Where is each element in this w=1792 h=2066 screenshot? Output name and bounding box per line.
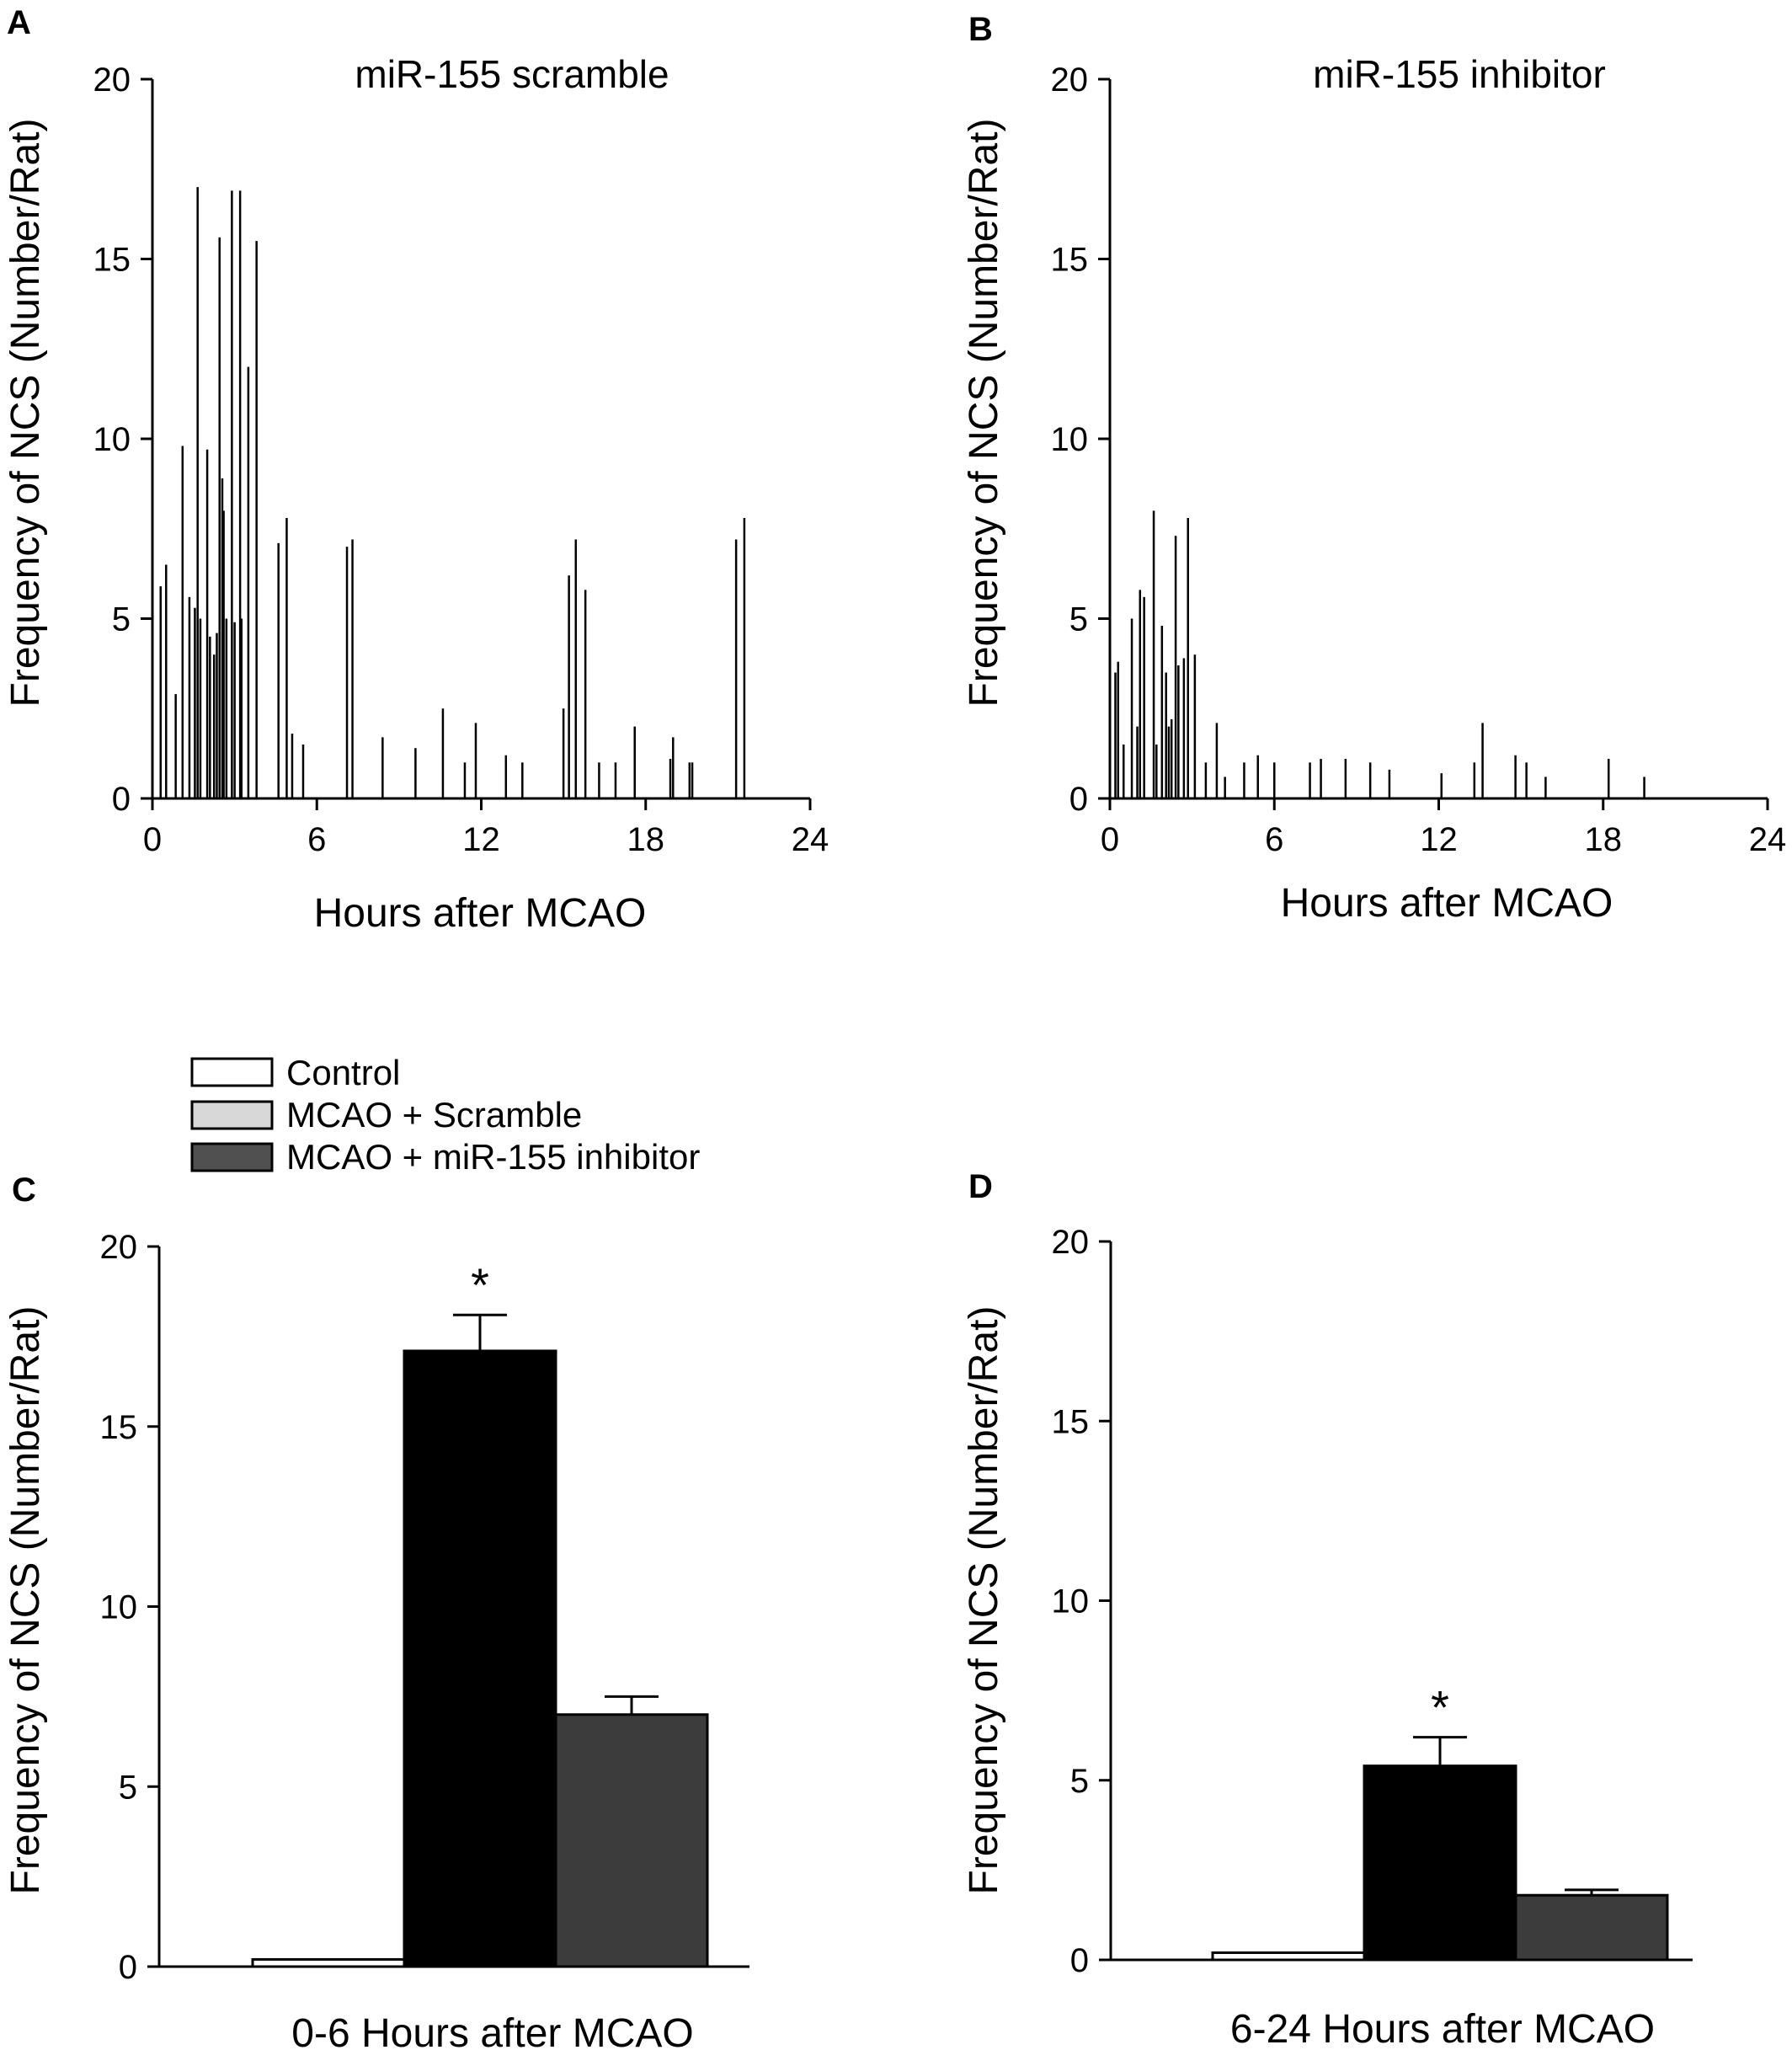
x-tick-label: 6 xyxy=(307,821,326,858)
panel-d-ylabel: Frequency of NCS (Number/Rat) xyxy=(962,1306,1006,1895)
panel-a-title: miR-155 scramble xyxy=(355,52,669,96)
bar-control xyxy=(251,1957,406,1968)
legend: Control MCAO + Scramble MCAO + miR-155 i… xyxy=(190,1053,700,1177)
bar-scramble xyxy=(1363,1764,1517,1962)
panel-b-title: miR-155 inhibitor xyxy=(1313,52,1606,96)
y-tick-label: 10 xyxy=(1051,421,1089,458)
panel-c-tag: C xyxy=(12,1172,36,1209)
y-tick-label: 20 xyxy=(93,61,131,99)
panel-d: D Frequency of NCS (Number/Rat) 6-24 Hou… xyxy=(962,1168,1693,2052)
x-tick-label: 12 xyxy=(462,821,500,858)
x-tick-label: 24 xyxy=(1749,821,1787,858)
significance-marker: * xyxy=(471,1258,489,1311)
legend-swatch-inhibitor xyxy=(190,1142,274,1172)
panel-a: A miR-155 scramble Frequency of NCS (Num… xyxy=(3,4,829,936)
y-tick-label: 0 xyxy=(1069,781,1088,818)
bar-control xyxy=(1211,1951,1366,1962)
panel-b: B miR-155 inhibitor Frequency of NCS (Nu… xyxy=(962,11,1786,926)
y-tick-label: 5 xyxy=(112,601,131,638)
panel-a-y-ticks: 0 5 10 15 20 xyxy=(93,61,152,818)
y-tick-label: 0 xyxy=(1070,1942,1089,1979)
x-tick-label: 18 xyxy=(627,821,665,858)
bar-inhibitor xyxy=(1514,1893,1669,1962)
y-tick-label: 5 xyxy=(119,1769,137,1806)
legend-label-inhibitor: MCAO + miR-155 inhibitor xyxy=(286,1137,700,1177)
legend-swatch-control xyxy=(190,1057,274,1087)
panel-b-x-ticks: 0 6 12 18 24 xyxy=(1101,798,1786,858)
panel-c-xlabel: 0-6 Hours after MCAO xyxy=(291,2011,693,2056)
panel-a-bars xyxy=(159,187,746,798)
y-tick-label: 15 xyxy=(100,1409,138,1446)
panel-b-ylabel: Frequency of NCS (Number/Rat) xyxy=(962,119,1006,707)
panel-a-ylabel: Frequency of NCS (Number/Rat) xyxy=(3,119,48,707)
panel-a-tag: A xyxy=(7,4,31,41)
y-tick-label: 5 xyxy=(1069,601,1088,638)
y-tick-label: 20 xyxy=(1052,1224,1090,1261)
panel-a-xlabel: Hours after MCAO xyxy=(314,891,647,936)
panel-b-bars xyxy=(1114,510,1645,798)
panel-b-xlabel: Hours after MCAO xyxy=(1281,881,1613,926)
panel-c-ylabel: Frequency of NCS (Number/Rat) xyxy=(3,1306,48,1895)
y-tick-label: 15 xyxy=(93,242,131,279)
x-tick-label: 12 xyxy=(1420,821,1458,858)
legend-label-scramble: MCAO + Scramble xyxy=(286,1095,582,1134)
significance-marker: * xyxy=(1431,1681,1449,1734)
x-tick-label: 6 xyxy=(1265,821,1283,858)
y-tick-label: 10 xyxy=(93,421,131,458)
panel-d-bars: * xyxy=(1211,1681,1669,1962)
y-tick-label: 0 xyxy=(112,781,131,818)
panel-a-x-ticks: 0 6 12 18 24 xyxy=(143,798,829,858)
panel-d-y-ticks: 0 5 10 15 20 xyxy=(1052,1224,1111,1979)
y-tick-label: 20 xyxy=(100,1229,138,1266)
legend-label-control: Control xyxy=(286,1053,400,1092)
y-tick-label: 10 xyxy=(1052,1583,1090,1620)
y-tick-label: 20 xyxy=(1051,61,1089,99)
y-tick-label: 15 xyxy=(1052,1403,1090,1440)
x-tick-label: 0 xyxy=(1101,821,1119,858)
y-tick-label: 0 xyxy=(119,1949,137,1986)
panel-c-y-ticks: 0 5 10 15 20 xyxy=(100,1229,159,1986)
bar-scramble xyxy=(403,1349,557,1968)
y-tick-label: 5 xyxy=(1070,1763,1089,1800)
panel-b-y-ticks: 0 5 10 15 20 xyxy=(1051,61,1110,818)
x-tick-label: 24 xyxy=(792,821,829,858)
bar-inhibitor xyxy=(554,1713,709,1968)
panel-c-bars: * xyxy=(251,1258,709,1968)
y-tick-label: 15 xyxy=(1051,242,1089,279)
y-tick-label: 10 xyxy=(100,1589,138,1626)
panel-d-tag: D xyxy=(968,1168,993,1205)
x-tick-label: 0 xyxy=(143,821,162,858)
panel-c: C Frequency of NCS (Number/Rat) 0-6 Hour… xyxy=(3,1172,749,2056)
legend-swatch-scramble xyxy=(190,1100,274,1130)
x-tick-label: 18 xyxy=(1585,821,1623,858)
panel-b-tag: B xyxy=(968,11,993,48)
panel-d-xlabel: 6-24 Hours after MCAO xyxy=(1230,2007,1655,2052)
